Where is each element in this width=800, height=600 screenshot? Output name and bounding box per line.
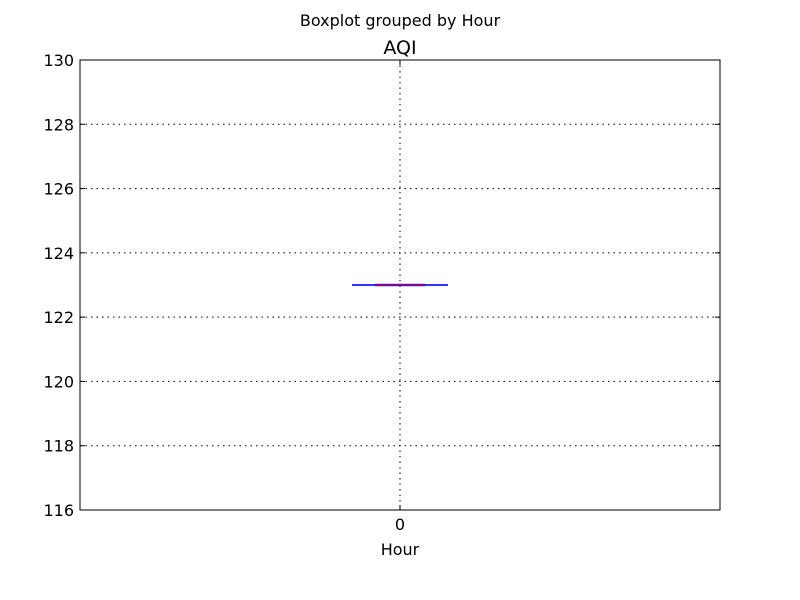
grid xyxy=(80,60,720,510)
x-tick-label: 0 xyxy=(395,515,405,534)
y-tick-label: 118 xyxy=(43,437,74,456)
y-tick-label: 120 xyxy=(43,372,74,391)
y-tick-label: 128 xyxy=(43,115,74,134)
axis-ticks: 116 118 120 122 124 126 128 130 0 xyxy=(43,51,720,534)
y-tick-label: 122 xyxy=(43,308,74,327)
x-axis-label: Hour xyxy=(381,540,420,559)
chart-title: AQI xyxy=(383,37,416,59)
y-tick-label: 124 xyxy=(43,244,74,263)
plot-area-frame xyxy=(79,59,721,511)
chart-suptitle: Boxplot grouped by Hour xyxy=(300,11,501,30)
y-tick-label: 130 xyxy=(43,51,74,70)
y-tick-label: 116 xyxy=(43,501,74,520)
y-tick-label: 126 xyxy=(43,180,74,199)
boxes xyxy=(352,283,448,287)
